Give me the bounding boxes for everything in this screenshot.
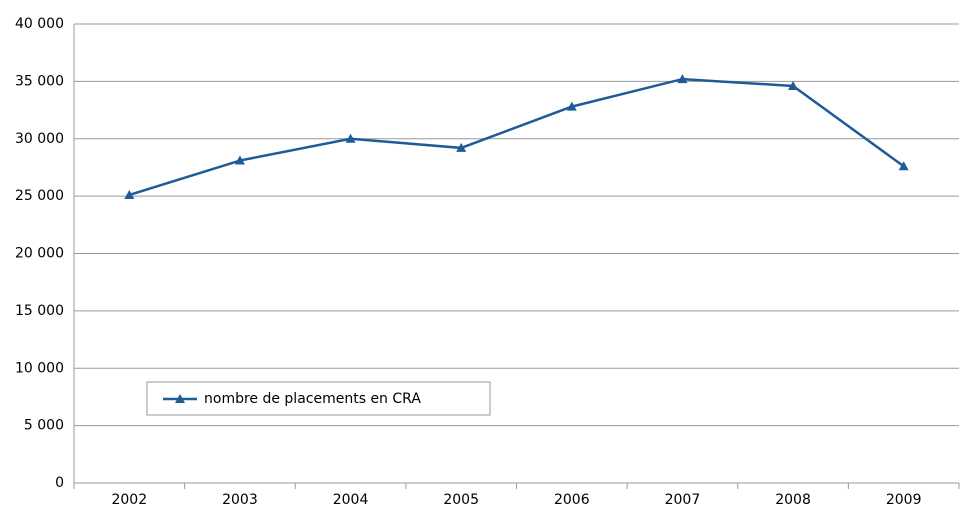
x-tick-label: 2002	[111, 492, 147, 506]
marker	[898, 161, 909, 171]
y-tick-label: 25 000	[15, 188, 64, 204]
y-tick-label: 30 000	[15, 131, 64, 147]
legend-box	[146, 381, 491, 416]
x-tick-label: 2009	[886, 492, 922, 506]
x-tick-label: 2008	[775, 492, 811, 506]
x-tick-label: 2007	[665, 492, 701, 506]
marker	[456, 142, 467, 152]
marker	[124, 189, 135, 199]
x-tick-label: 2004	[333, 492, 369, 506]
legend-marker	[175, 394, 185, 403]
y-tick-label: 5 000	[24, 418, 64, 434]
marker	[788, 80, 799, 90]
legend-label: nombre de placements en CRA	[204, 391, 421, 407]
x-tick-label: 2005	[443, 492, 479, 506]
y-tick-label: 0	[55, 475, 64, 491]
marker	[234, 155, 245, 165]
y-tick-label: 40 000	[15, 16, 64, 32]
line	[128, 77, 905, 197]
x-tick-label: 2003	[222, 492, 258, 506]
y-tick-label: 20 000	[15, 246, 64, 262]
x-tick-label: 2006	[554, 492, 590, 506]
marker	[345, 133, 356, 143]
y-tick-label: 10 000	[15, 360, 64, 376]
marker	[677, 74, 688, 84]
y-tick-label: 35 000	[15, 73, 64, 89]
marker	[566, 101, 577, 111]
y-tick-label: 15 000	[15, 303, 64, 319]
